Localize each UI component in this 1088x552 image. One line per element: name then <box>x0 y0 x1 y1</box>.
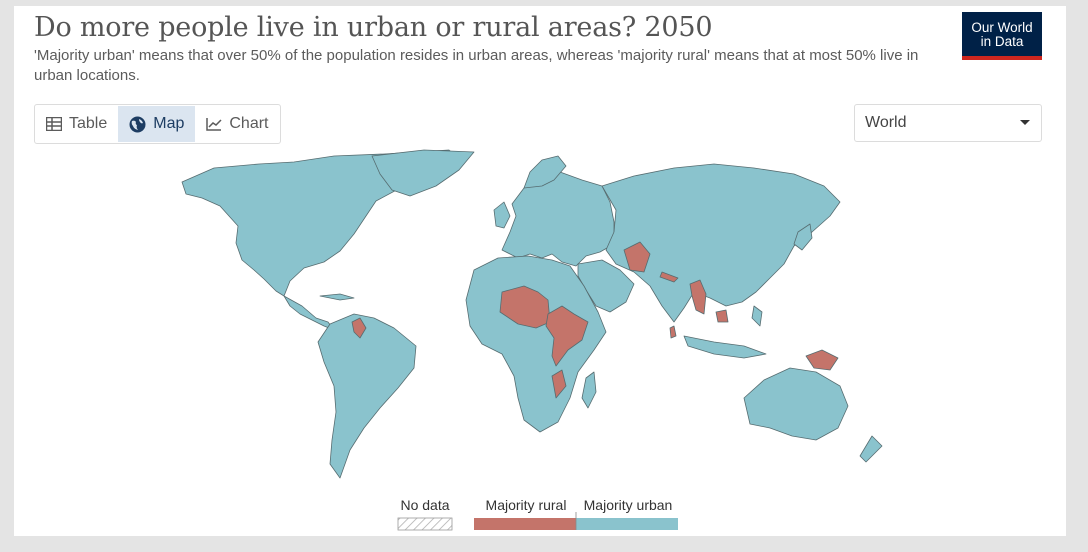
tab-chart-label: Chart <box>229 115 269 132</box>
legend-rural-swatch <box>474 518 576 530</box>
region-madagascar[interactable] <box>581 371 597 409</box>
region-east-africa-rural[interactable] <box>545 305 589 367</box>
entity-selector[interactable]: World <box>854 104 1042 142</box>
logo-line-2: in Data <box>980 34 1024 49</box>
world-map <box>181 149 883 479</box>
page-title: Do more people live in urban or rural ar… <box>34 12 713 43</box>
region-new-zealand[interactable] <box>859 435 883 463</box>
globe-icon <box>129 116 146 132</box>
region-cambodia-rural[interactable] <box>715 309 729 323</box>
region-guyana-suriname[interactable] <box>351 317 367 339</box>
tab-chart[interactable]: Chart <box>195 106 279 142</box>
legend-no-data-label: No data <box>400 498 449 513</box>
region-sri-lanka-rural[interactable] <box>669 325 677 339</box>
view-tabs: Table Map Chart <box>34 104 281 144</box>
line-chart-icon <box>206 118 222 131</box>
region-afghanistan-rural[interactable] <box>623 241 651 273</box>
map-legend: No data Majority rural Majority urban <box>397 498 678 531</box>
legend-urban-label: Majority urban <box>584 498 673 513</box>
region-philippines[interactable] <box>751 305 763 327</box>
region-central-america[interactable] <box>283 295 335 331</box>
tab-table[interactable]: Table <box>35 106 118 142</box>
region-uk[interactable] <box>493 201 511 229</box>
legend-urban-swatch <box>576 518 678 530</box>
logo-line-1: Our World <box>971 20 1033 35</box>
region-myanmar-rural[interactable] <box>689 279 707 315</box>
region-europe[interactable] <box>501 171 615 267</box>
page-subtitle: 'Majority urban' means that over 50% of … <box>34 47 919 84</box>
region-greenland[interactable] <box>371 149 475 197</box>
legend-rural-label: Majority rural <box>486 498 567 513</box>
region-nepal-rural[interactable] <box>659 271 679 283</box>
tab-table-label: Table <box>69 115 108 132</box>
owid-logo[interactable]: Our World in Data <box>962 12 1042 60</box>
region-asia[interactable] <box>601 163 841 323</box>
region-scandinavia[interactable] <box>523 155 567 189</box>
tab-map-label: Map <box>153 115 185 132</box>
entity-selector-value: World <box>865 114 907 131</box>
region-south-america[interactable] <box>317 313 417 479</box>
region-caribbean[interactable] <box>319 293 355 301</box>
region-japan[interactable] <box>793 223 813 251</box>
chevron-down-icon <box>1020 120 1030 125</box>
region-indonesia[interactable] <box>683 335 767 359</box>
region-southeast-africa-rural[interactable] <box>551 369 567 399</box>
region-australia[interactable] <box>743 367 849 441</box>
table-icon <box>46 117 62 131</box>
chart-card: Do more people live in urban or rural ar… <box>14 6 1066 536</box>
tab-map[interactable]: Map <box>118 106 196 142</box>
legend-no-data-swatch <box>397 517 453 531</box>
region-papua-new-guinea-rural[interactable] <box>805 349 839 371</box>
